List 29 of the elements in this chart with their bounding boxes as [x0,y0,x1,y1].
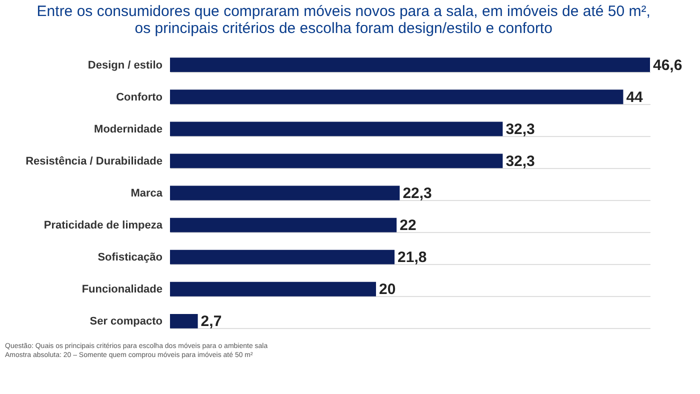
text: Entre os consumidores que compraram móveis novos para a sala, em imóveis de até 50 m², [36,3,650,20]
data-label: 46,6 [653,56,682,74]
y-tick-label: Resistência / Durabilidade [26,155,162,168]
text: os principais critérios de escolha foram design/estilo e conforto [134,20,552,37]
y-tick-label: Marca [130,188,164,200]
bar [170,186,400,200]
data-label: 32,3 [506,120,535,138]
data-label: 32,3 [506,152,535,170]
y-tick-label: Funcionalidade [82,284,162,296]
bar [170,218,397,232]
data-label: 22 [400,217,416,234]
bar [170,250,395,264]
y-tick-label: Design / estilo [88,59,163,72]
data-label: 44 [626,88,644,106]
bar [170,282,376,296]
y-tick-label: Praticidade de limpeza [44,220,164,232]
data-label: 20 [379,281,396,298]
data-label: 21,8 [398,249,427,266]
bar [170,90,624,104]
bar [170,154,503,168]
data-label: 22,3 [402,185,432,202]
bar [170,58,650,72]
y-tick-label: Modernidade [94,123,162,136]
y-tick-label: Sofisticação [98,252,163,264]
bar [170,314,198,328]
data-label: 2,7 [200,313,222,330]
y-tick-label: Conforto [116,91,163,104]
y-tick-label: Ser compacto [90,316,163,328]
bar [170,122,503,136]
